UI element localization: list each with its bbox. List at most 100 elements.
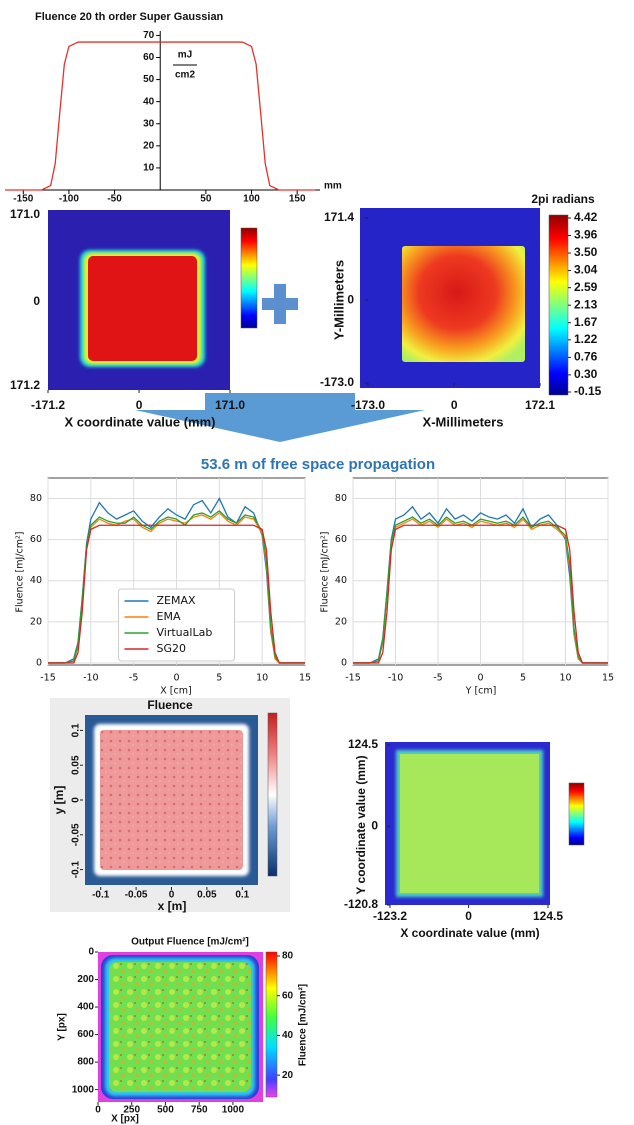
colorbar-tick-label: 4.42 — [574, 210, 598, 224]
y-tick-label: 0.05 — [71, 755, 82, 775]
colorbar — [568, 782, 585, 846]
y-tick-label: 60 — [335, 534, 347, 545]
legend-box — [118, 588, 235, 662]
data-line — [353, 516, 608, 664]
y-tick-label: 0 — [341, 657, 347, 668]
x-tick-label: 5 — [520, 673, 526, 684]
x-tick-label: 500 — [157, 1105, 174, 1116]
y-tick-label: 400 — [77, 1002, 94, 1013]
chart-title: Fluence — [147, 698, 193, 712]
y-tick-label: 40 — [30, 575, 42, 586]
x-tick-label: 0 — [136, 398, 143, 412]
x-tick-label: 150 — [289, 194, 306, 205]
y-tick-label: 80 — [30, 493, 42, 504]
x-tick-label: 750 — [191, 1105, 208, 1116]
y-tick-label: 0 — [36, 657, 42, 668]
y-tick-label: 171.4 — [324, 210, 354, 224]
y-unit-denominator: cm2 — [175, 70, 195, 81]
x-axis-label: X-Millimeters — [423, 414, 504, 429]
y-tick-label: 0 — [71, 797, 82, 803]
y-tick-label: 200 — [77, 974, 94, 985]
colorbar-tick-label: 60 — [282, 990, 294, 1001]
x-tick-label: -5 — [129, 673, 138, 684]
x-tick-label: 0 — [465, 909, 472, 923]
x-tick-label: -100 — [59, 194, 79, 205]
arrow — [135, 393, 425, 442]
x-tick-label: 10 — [256, 673, 268, 684]
x-tick-label: -171.2 — [31, 398, 65, 412]
colorbar-tick-label: 0.30 — [574, 367, 598, 381]
y-tick-label: 80 — [335, 493, 347, 504]
y-tick-label: 600 — [77, 1029, 94, 1040]
y-axis-label: Fluence [mJ/cm²] — [320, 531, 331, 612]
x-tick-label: -173.0 — [351, 398, 385, 412]
x-tick-label: 15 — [299, 673, 311, 684]
x-axis-label: x [m] — [158, 899, 187, 913]
x-tick-label: 171.0 — [215, 398, 245, 412]
y-tick-label: -120.8 — [344, 897, 378, 911]
colorbar — [548, 214, 569, 396]
data-line — [5, 41, 316, 191]
colorbar-tick-label: 1.67 — [574, 315, 598, 329]
colorbar-tick-label: -0.15 — [574, 384, 602, 398]
y-tick-label: 70 — [143, 30, 155, 41]
colorbar-tick-label: 0.76 — [574, 350, 598, 364]
y-axis-label: Fluence [mJ/cm²] — [15, 531, 26, 612]
y-axis-label: Y-Millimeters — [331, 260, 346, 340]
data-line — [48, 524, 305, 664]
legend-label: SG20 — [157, 642, 187, 655]
y-tick-label: 800 — [77, 1057, 94, 1068]
legend-label: VirtualLab — [157, 626, 213, 639]
x-tick-label: 0 — [477, 673, 483, 684]
y-tick-label: 0.1 — [71, 723, 82, 737]
x-axis-label: X [cm] — [160, 686, 191, 697]
y-tick-label: -0.05 — [71, 823, 82, 846]
x-tick-label: 15 — [602, 673, 614, 684]
chart-title: Output Fluence [mJ/cm²] — [131, 937, 249, 948]
x-tick-label: -15 — [345, 673, 361, 684]
colorbar-tick-label: 2.59 — [574, 280, 598, 294]
y-tick-label: 60 — [30, 534, 42, 545]
x-tick-label: -0.05 — [125, 890, 148, 901]
plus-sign — [262, 284, 298, 324]
colorbar-tick-label: 3.50 — [574, 245, 598, 259]
image-core — [402, 246, 525, 362]
y-tick-label: 60 — [143, 52, 155, 63]
y-tick-label: 10 — [143, 163, 155, 174]
y-tick-label: 20 — [30, 616, 42, 627]
x-tick-label: 0.1 — [235, 890, 249, 901]
x-tick-label: 172.1 — [525, 398, 555, 412]
x-tick-label: 0 — [95, 1105, 101, 1116]
x-tick-label: -15 — [40, 673, 56, 684]
y-axis-label: y [m] — [52, 786, 66, 815]
x-tick-label: 0 — [451, 398, 458, 412]
y-tick-label: 1000 — [72, 1084, 95, 1095]
legend-label: EMA — [157, 610, 181, 623]
x-tick-label: 1000 — [222, 1105, 245, 1116]
x-axis-label: X [px] — [111, 1114, 139, 1125]
x-tick-label: 10 — [559, 673, 571, 684]
colorbar-tick-label: 40 — [282, 1030, 294, 1041]
x-axis-label: X coordinate value (mm) — [65, 414, 216, 429]
colorbar-tick-label: 2.13 — [574, 297, 598, 311]
y-tick-label: 50 — [143, 74, 155, 85]
y-unit-numerator: mJ — [178, 50, 192, 61]
x-axis-label: X coordinate value (mm) — [400, 926, 539, 940]
colorbar-tick-label: 20 — [282, 1070, 294, 1081]
legend-label: ZEMAX — [157, 594, 197, 607]
image-core — [88, 256, 197, 361]
data-line — [353, 524, 608, 664]
x-tick-label: -5 — [433, 673, 442, 684]
x-tick-label: 0 — [173, 673, 179, 684]
x-tick-label: 0 — [169, 890, 175, 901]
y-tick-label: 20 — [143, 140, 155, 151]
x-tick-label: 50 — [200, 194, 212, 205]
chart-title: Fluence 20 th order Super Gaussian — [35, 11, 224, 23]
x-axis-label: mm — [324, 181, 342, 192]
y-tick-label: 0 — [88, 947, 94, 958]
colorbar-tick-label: 1.22 — [574, 332, 598, 346]
x-tick-label: -10 — [83, 673, 99, 684]
y-tick-label: 0 — [347, 292, 354, 306]
y-tick-label: 40 — [143, 96, 155, 107]
